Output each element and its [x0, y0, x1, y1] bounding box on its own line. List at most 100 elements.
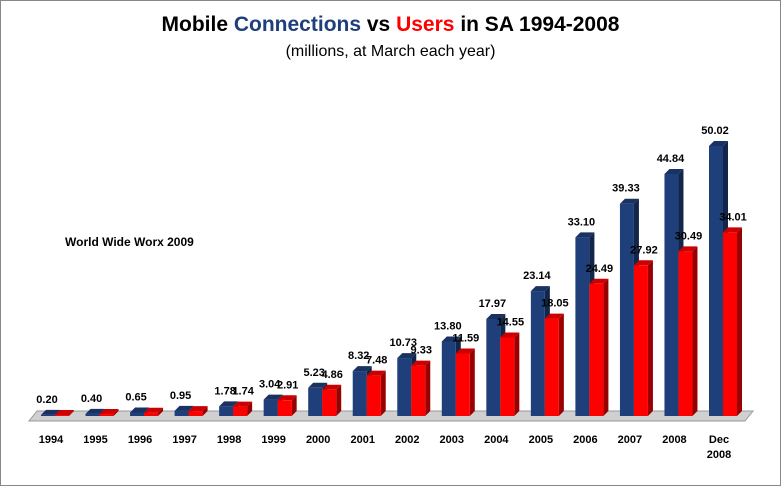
x-tick-label: 2008	[662, 434, 687, 446]
bar-top	[619, 198, 639, 204]
bar-side	[202, 406, 208, 416]
bar-side	[603, 278, 609, 416]
data-label: 11.59	[452, 332, 479, 344]
data-label: 0.20	[36, 394, 57, 406]
data-label: 14.55	[497, 316, 525, 328]
bar-top	[219, 401, 239, 407]
bar-top	[308, 382, 328, 388]
bar-side	[247, 401, 253, 416]
bar-top	[411, 360, 431, 366]
bar	[544, 318, 559, 416]
x-tick-label: 1998	[216, 434, 242, 446]
bar	[397, 358, 412, 416]
x-tick-label: 1994	[38, 434, 64, 446]
bar-top	[85, 408, 105, 414]
bar	[130, 412, 145, 416]
data-label: 8.32	[348, 350, 369, 362]
bar-top	[500, 332, 520, 338]
bar-top	[352, 366, 372, 372]
bar-top	[99, 409, 119, 415]
chart-subtitle: (millions, at March each year)	[285, 43, 496, 60]
data-label: 34.01	[719, 211, 747, 223]
title-part: vs	[366, 13, 391, 36]
bar	[678, 251, 693, 416]
bar	[263, 399, 278, 416]
bar-top	[486, 314, 506, 320]
title-series-name: Connections	[233, 13, 362, 36]
data-label: 33.10	[568, 216, 596, 228]
x-tick-label: 2001	[350, 434, 375, 446]
bar-side	[514, 332, 520, 416]
x-tick-label: 2007	[617, 434, 643, 446]
data-label: 1.78	[214, 385, 235, 397]
data-label: 30.49	[675, 230, 703, 242]
bar-side	[425, 360, 431, 416]
bar	[633, 265, 648, 416]
data-label: 2.91	[277, 379, 298, 391]
title-series-name: Users	[396, 13, 455, 36]
bar-top	[233, 401, 253, 407]
bar-top	[723, 227, 742, 233]
bar	[664, 173, 679, 416]
bar-top	[664, 168, 684, 174]
bar-side	[336, 384, 342, 416]
title-part: in SA 1994-2008	[460, 13, 620, 36]
x-tick-label: 2002	[395, 434, 420, 446]
data-label: 7.48	[366, 355, 387, 367]
bar	[619, 203, 634, 416]
data-label: 10.73	[390, 337, 418, 349]
bar	[441, 341, 456, 416]
bar	[575, 237, 590, 416]
data-label: 18.05	[541, 298, 569, 310]
bar-top	[589, 278, 609, 284]
x-tick-label: 1999	[261, 434, 286, 446]
bar	[219, 406, 234, 416]
bar-top	[530, 286, 550, 292]
bar	[144, 412, 159, 416]
bar	[174, 410, 189, 416]
data-label: 0.65	[125, 391, 146, 403]
bar	[233, 406, 248, 416]
bar-top	[455, 348, 475, 354]
bar	[308, 387, 323, 416]
bar-side	[158, 407, 164, 416]
bar-top	[263, 394, 283, 400]
bar	[500, 337, 515, 416]
data-label: 23.14	[523, 270, 551, 282]
bar	[709, 146, 723, 416]
bar	[277, 400, 292, 416]
data-label: 4.86	[321, 369, 342, 381]
bar-side	[737, 227, 742, 416]
annotation: World Wide Worx 2009	[65, 235, 194, 249]
x-tick-label: 2006	[573, 434, 598, 446]
bar-top	[633, 260, 653, 266]
x-tick-label: 1995	[83, 434, 108, 446]
bar-top	[55, 410, 74, 416]
title-part: Mobile	[161, 13, 229, 36]
bar	[723, 232, 737, 416]
chart-title: Mobile Connections vs Users in SA 1994-2…	[1, 13, 780, 37]
x-tick-label: Dec 2008	[706, 434, 732, 461]
bar	[85, 413, 100, 416]
bar-top	[174, 405, 194, 411]
data-label: 0.95	[170, 390, 191, 402]
x-tick-label: 2003	[439, 434, 465, 446]
bar-top	[41, 409, 60, 415]
bar	[411, 365, 426, 416]
bar-top	[575, 232, 595, 238]
bar	[322, 389, 337, 416]
bar-side	[647, 260, 653, 416]
data-label: 3.04	[259, 379, 281, 391]
bar-top	[144, 407, 164, 413]
bar	[352, 371, 367, 416]
bar-side	[69, 410, 74, 416]
bar-top	[678, 246, 698, 252]
data-label: 44.84	[657, 153, 685, 165]
bar	[589, 283, 604, 416]
data-label: 24.49	[586, 263, 614, 275]
data-label: 17.97	[479, 298, 507, 310]
bar	[486, 319, 501, 416]
floor	[27, 410, 755, 422]
data-label: 39.33	[612, 183, 640, 195]
